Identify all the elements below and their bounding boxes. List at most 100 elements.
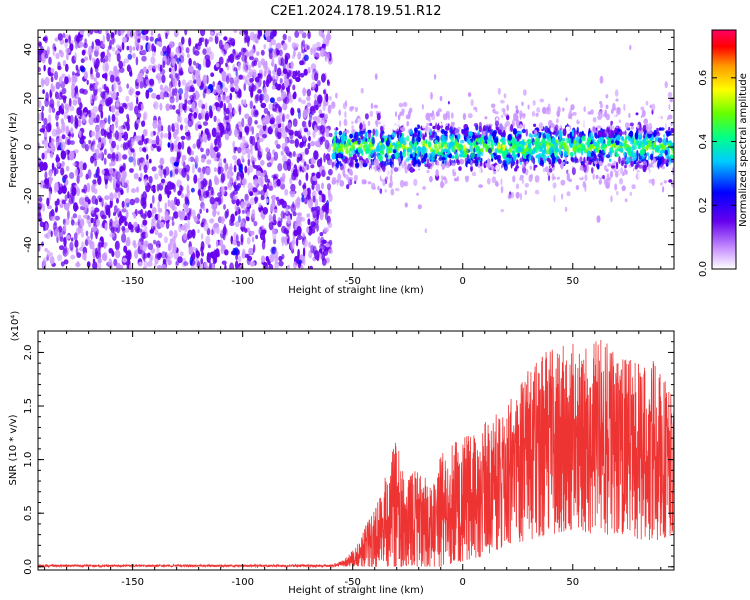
spectrogram-cell bbox=[152, 119, 158, 129]
spectrogram-cell bbox=[470, 165, 473, 172]
spectrogram-cell bbox=[557, 158, 562, 165]
spectrogram-cell bbox=[590, 145, 593, 154]
spectrogram-cell bbox=[133, 213, 136, 219]
spectrogram-cell bbox=[208, 46, 212, 56]
spectrogram-cell bbox=[310, 47, 313, 56]
spectrogram-cell bbox=[468, 131, 473, 137]
spectrogram-cell bbox=[93, 117, 99, 124]
spectrogram-cell bbox=[71, 186, 77, 197]
spectrogram-cell bbox=[128, 156, 134, 163]
spectrogram-cell bbox=[69, 42, 74, 52]
spectrogram-cell bbox=[72, 213, 78, 219]
spectrogram-cell bbox=[614, 148, 618, 156]
spectrogram-cell bbox=[162, 60, 166, 69]
spectrogram-cell bbox=[394, 187, 400, 192]
spectrogram-cell bbox=[531, 111, 536, 117]
spectrogram-cell bbox=[671, 180, 674, 188]
spectrogram-cell bbox=[223, 158, 227, 164]
spectrogram-cell bbox=[290, 107, 295, 116]
spectrogram-cell bbox=[43, 178, 50, 185]
spectrogram-cell bbox=[145, 233, 149, 238]
spectrogram-cell bbox=[165, 103, 170, 112]
spectrogram-cell bbox=[58, 49, 63, 55]
spectrogram-cell bbox=[614, 127, 618, 133]
spectrogram-cell bbox=[75, 221, 78, 226]
spectrogram-cell bbox=[519, 157, 523, 163]
spectrogram-cell bbox=[610, 129, 613, 134]
spectrogram-cell bbox=[579, 170, 583, 178]
spectrogram-cell bbox=[583, 106, 586, 112]
spectrogram-cell bbox=[226, 208, 230, 218]
spectrogram-cell bbox=[302, 247, 306, 257]
spectrogram-cell bbox=[390, 188, 395, 196]
spectrogram-cell bbox=[279, 198, 285, 205]
spectrogram-cell bbox=[210, 186, 214, 196]
spectrogram-cell bbox=[507, 134, 512, 141]
spectrogram-cell bbox=[189, 256, 193, 266]
spectrogram-cell bbox=[240, 226, 246, 231]
spectrogram-cell bbox=[466, 154, 469, 159]
spectrogram-cell bbox=[236, 175, 239, 181]
spectrogram-cell bbox=[141, 49, 147, 55]
spectrogram-cell bbox=[391, 153, 396, 160]
snr-x-tick-label: 0 bbox=[460, 577, 466, 588]
spectrogram-cell bbox=[404, 202, 408, 208]
spectrogram-cell bbox=[92, 261, 98, 269]
spectrogram-cell bbox=[595, 130, 599, 134]
spectrogram-cell bbox=[325, 131, 330, 138]
spectrogram-cell bbox=[149, 203, 153, 209]
spectrogram-cell bbox=[415, 154, 419, 161]
spectrogram-cell bbox=[111, 46, 115, 52]
spectrogram-cell bbox=[229, 77, 234, 85]
spectrogram-cell bbox=[116, 53, 121, 63]
spectrogram-cell bbox=[349, 160, 354, 168]
spectrogram-cell bbox=[469, 142, 473, 147]
spectrogram-cell bbox=[77, 97, 82, 105]
spectrogram-cell bbox=[83, 71, 88, 80]
spectrogram-cell bbox=[670, 127, 674, 134]
spectrogram-cell bbox=[197, 213, 201, 221]
spectrogram-cell bbox=[351, 138, 355, 143]
spectrogram-cell bbox=[587, 111, 592, 115]
spectrogram-cell bbox=[125, 95, 130, 103]
spectrogram-cell bbox=[540, 172, 544, 178]
spectrogram-cell bbox=[371, 137, 376, 145]
spectrogram-cell bbox=[169, 230, 174, 237]
spectrogram-cell bbox=[221, 71, 227, 78]
spectrogram-cell bbox=[161, 264, 167, 269]
spectrogram-cell bbox=[238, 30, 244, 35]
spectrogram-cell bbox=[321, 33, 325, 39]
spectrogram-cell bbox=[395, 120, 401, 126]
spectrogram-cell bbox=[317, 235, 321, 245]
spectrogram-cell bbox=[460, 158, 465, 165]
spectrogram-cell bbox=[293, 91, 297, 100]
spectrogram-cell bbox=[530, 173, 533, 179]
spectrogram-cell bbox=[133, 157, 137, 167]
spectrogram-cell bbox=[549, 146, 555, 154]
spectrogram-cell bbox=[584, 174, 588, 182]
spectrogram-cell bbox=[628, 171, 634, 179]
spectrogram-cell bbox=[218, 140, 222, 149]
spectrogram-cell bbox=[290, 240, 295, 251]
spectrogram-cell bbox=[573, 161, 576, 169]
spectrogram-cell bbox=[62, 32, 66, 39]
spectrogram-cell bbox=[521, 144, 524, 149]
spectrogram-cell bbox=[287, 35, 292, 43]
spectrogram-cell bbox=[532, 141, 536, 145]
spectrogram-cell bbox=[306, 213, 311, 218]
spectrogram-cell bbox=[67, 191, 70, 199]
spectrogram-cell bbox=[150, 131, 154, 138]
spectrogram-cell bbox=[229, 262, 234, 269]
spectrogram-cell bbox=[208, 192, 212, 199]
spectrogram-cell bbox=[411, 137, 415, 145]
spectrogram-cell bbox=[456, 159, 461, 166]
spectrogram-cell bbox=[100, 110, 104, 119]
spectrogram-cell bbox=[94, 148, 100, 154]
spectrogram-cell bbox=[255, 234, 258, 240]
spectrogram-cell bbox=[177, 190, 182, 196]
spectrogram-cell bbox=[414, 145, 417, 153]
spectrogram-cell bbox=[307, 142, 311, 150]
spectrogram-cell bbox=[364, 131, 368, 139]
spectrogram-cell bbox=[498, 122, 504, 131]
spectrogram-cell bbox=[363, 144, 367, 152]
